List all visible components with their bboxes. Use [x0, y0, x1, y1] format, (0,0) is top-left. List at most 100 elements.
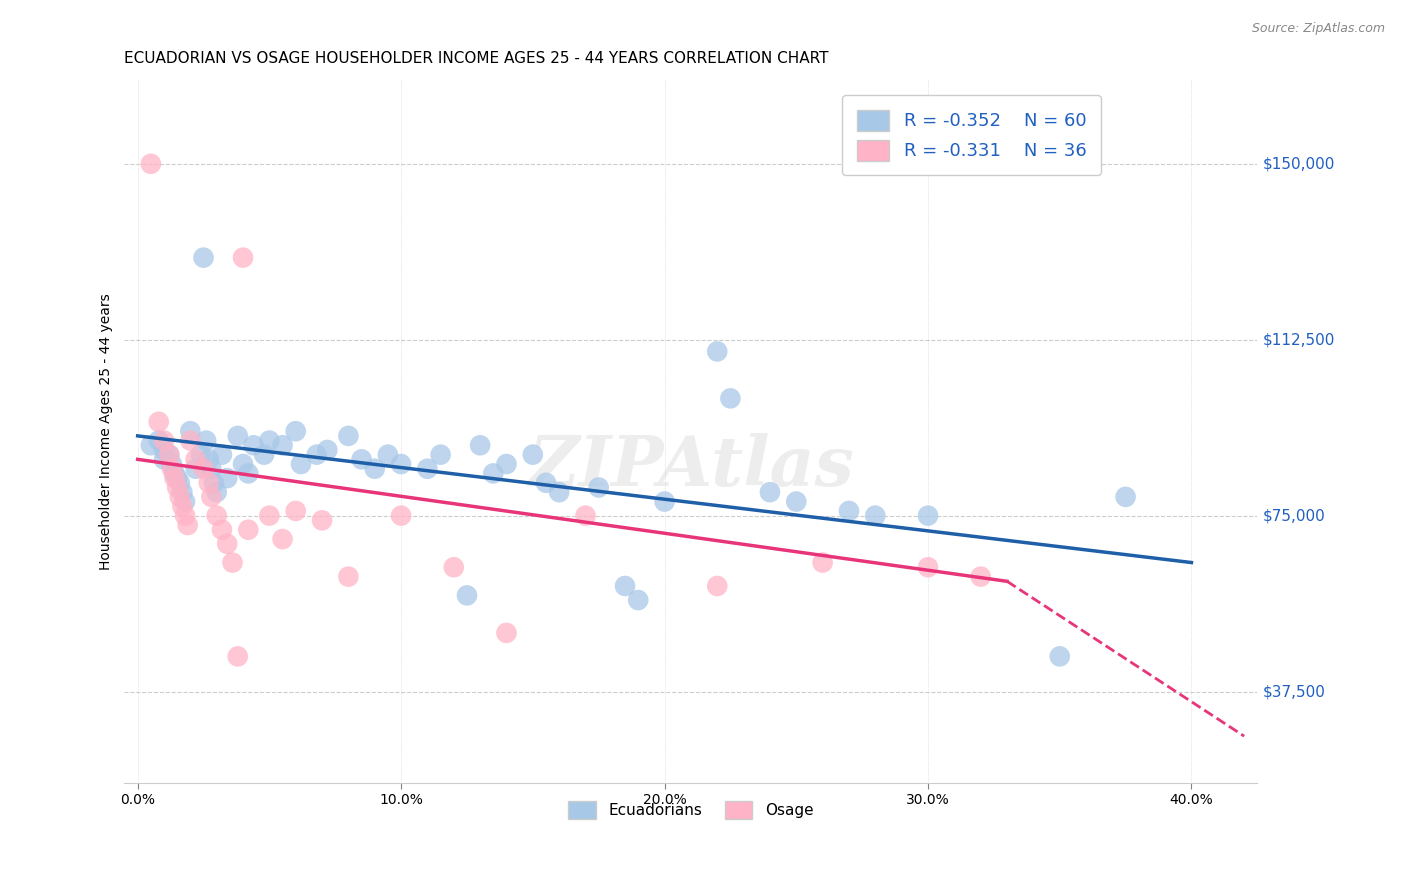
Point — [217, 537, 239, 551]
Point — [253, 448, 276, 462]
Point — [221, 556, 243, 570]
Point — [217, 471, 239, 485]
Point — [157, 448, 180, 462]
Point — [139, 438, 162, 452]
Point — [174, 494, 197, 508]
Point — [574, 508, 596, 523]
Point — [157, 448, 180, 462]
Point — [654, 494, 676, 508]
Text: $112,500: $112,500 — [1263, 332, 1334, 347]
Point — [588, 481, 610, 495]
Text: ZIPAtlas: ZIPAtlas — [529, 433, 853, 500]
Point — [305, 448, 328, 462]
Point — [169, 490, 191, 504]
Point — [811, 556, 834, 570]
Point — [148, 415, 170, 429]
Point — [174, 508, 197, 523]
Legend: Ecuadorians, Osage: Ecuadorians, Osage — [562, 795, 820, 825]
Point — [197, 475, 219, 490]
Point — [166, 471, 188, 485]
Point — [364, 461, 387, 475]
Point — [468, 438, 491, 452]
Point — [153, 442, 176, 457]
Point — [865, 508, 887, 523]
Point — [706, 344, 728, 359]
Point — [271, 532, 294, 546]
Point — [226, 649, 249, 664]
Point — [443, 560, 465, 574]
Point — [205, 508, 228, 523]
Point — [193, 461, 215, 475]
Point — [389, 508, 412, 523]
Point — [202, 475, 225, 490]
Point — [389, 457, 412, 471]
Text: ECUADORIAN VS OSAGE HOUSEHOLDER INCOME AGES 25 - 44 YEARS CORRELATION CHART: ECUADORIAN VS OSAGE HOUSEHOLDER INCOME A… — [125, 51, 830, 66]
Point — [377, 448, 399, 462]
Point — [627, 593, 650, 607]
Point — [153, 452, 176, 467]
Point — [838, 504, 860, 518]
Point — [548, 485, 571, 500]
Point — [193, 251, 215, 265]
Point — [179, 434, 201, 448]
Point — [614, 579, 637, 593]
Text: Source: ZipAtlas.com: Source: ZipAtlas.com — [1251, 22, 1385, 36]
Point — [495, 457, 517, 471]
Point — [160, 461, 183, 475]
Point — [226, 429, 249, 443]
Point — [232, 457, 254, 471]
Point — [316, 442, 339, 457]
Point — [259, 434, 281, 448]
Point — [238, 523, 260, 537]
Y-axis label: Householder Income Ages 25 - 44 years: Householder Income Ages 25 - 44 years — [100, 293, 114, 570]
Point — [200, 490, 222, 504]
Point — [917, 508, 939, 523]
Point — [166, 481, 188, 495]
Point — [195, 434, 218, 448]
Point — [184, 452, 207, 467]
Point — [522, 448, 544, 462]
Point — [416, 461, 439, 475]
Point — [290, 457, 312, 471]
Point — [163, 471, 186, 485]
Point — [482, 467, 505, 481]
Point — [148, 434, 170, 448]
Text: $75,000: $75,000 — [1263, 508, 1326, 523]
Point — [337, 429, 360, 443]
Point — [169, 475, 191, 490]
Point — [200, 461, 222, 475]
Point — [917, 560, 939, 574]
Point — [429, 448, 451, 462]
Point — [785, 494, 807, 508]
Point — [1115, 490, 1137, 504]
Point — [211, 523, 233, 537]
Point — [337, 569, 360, 583]
Point — [284, 424, 307, 438]
Point — [259, 508, 281, 523]
Point — [456, 588, 478, 602]
Point — [139, 157, 162, 171]
Point — [284, 504, 307, 518]
Point — [176, 518, 198, 533]
Point — [1049, 649, 1071, 664]
Point — [160, 457, 183, 471]
Point — [153, 434, 176, 448]
Point — [197, 452, 219, 467]
Point — [163, 467, 186, 481]
Point — [190, 448, 212, 462]
Point — [232, 251, 254, 265]
Point — [311, 513, 333, 527]
Point — [759, 485, 782, 500]
Text: $37,500: $37,500 — [1263, 684, 1326, 699]
Point — [179, 424, 201, 438]
Point — [184, 461, 207, 475]
Point — [211, 448, 233, 462]
Point — [350, 452, 373, 467]
Point — [718, 392, 741, 406]
Point — [970, 569, 993, 583]
Point — [534, 475, 557, 490]
Point — [172, 500, 194, 514]
Point — [271, 438, 294, 452]
Point — [205, 485, 228, 500]
Point — [706, 579, 728, 593]
